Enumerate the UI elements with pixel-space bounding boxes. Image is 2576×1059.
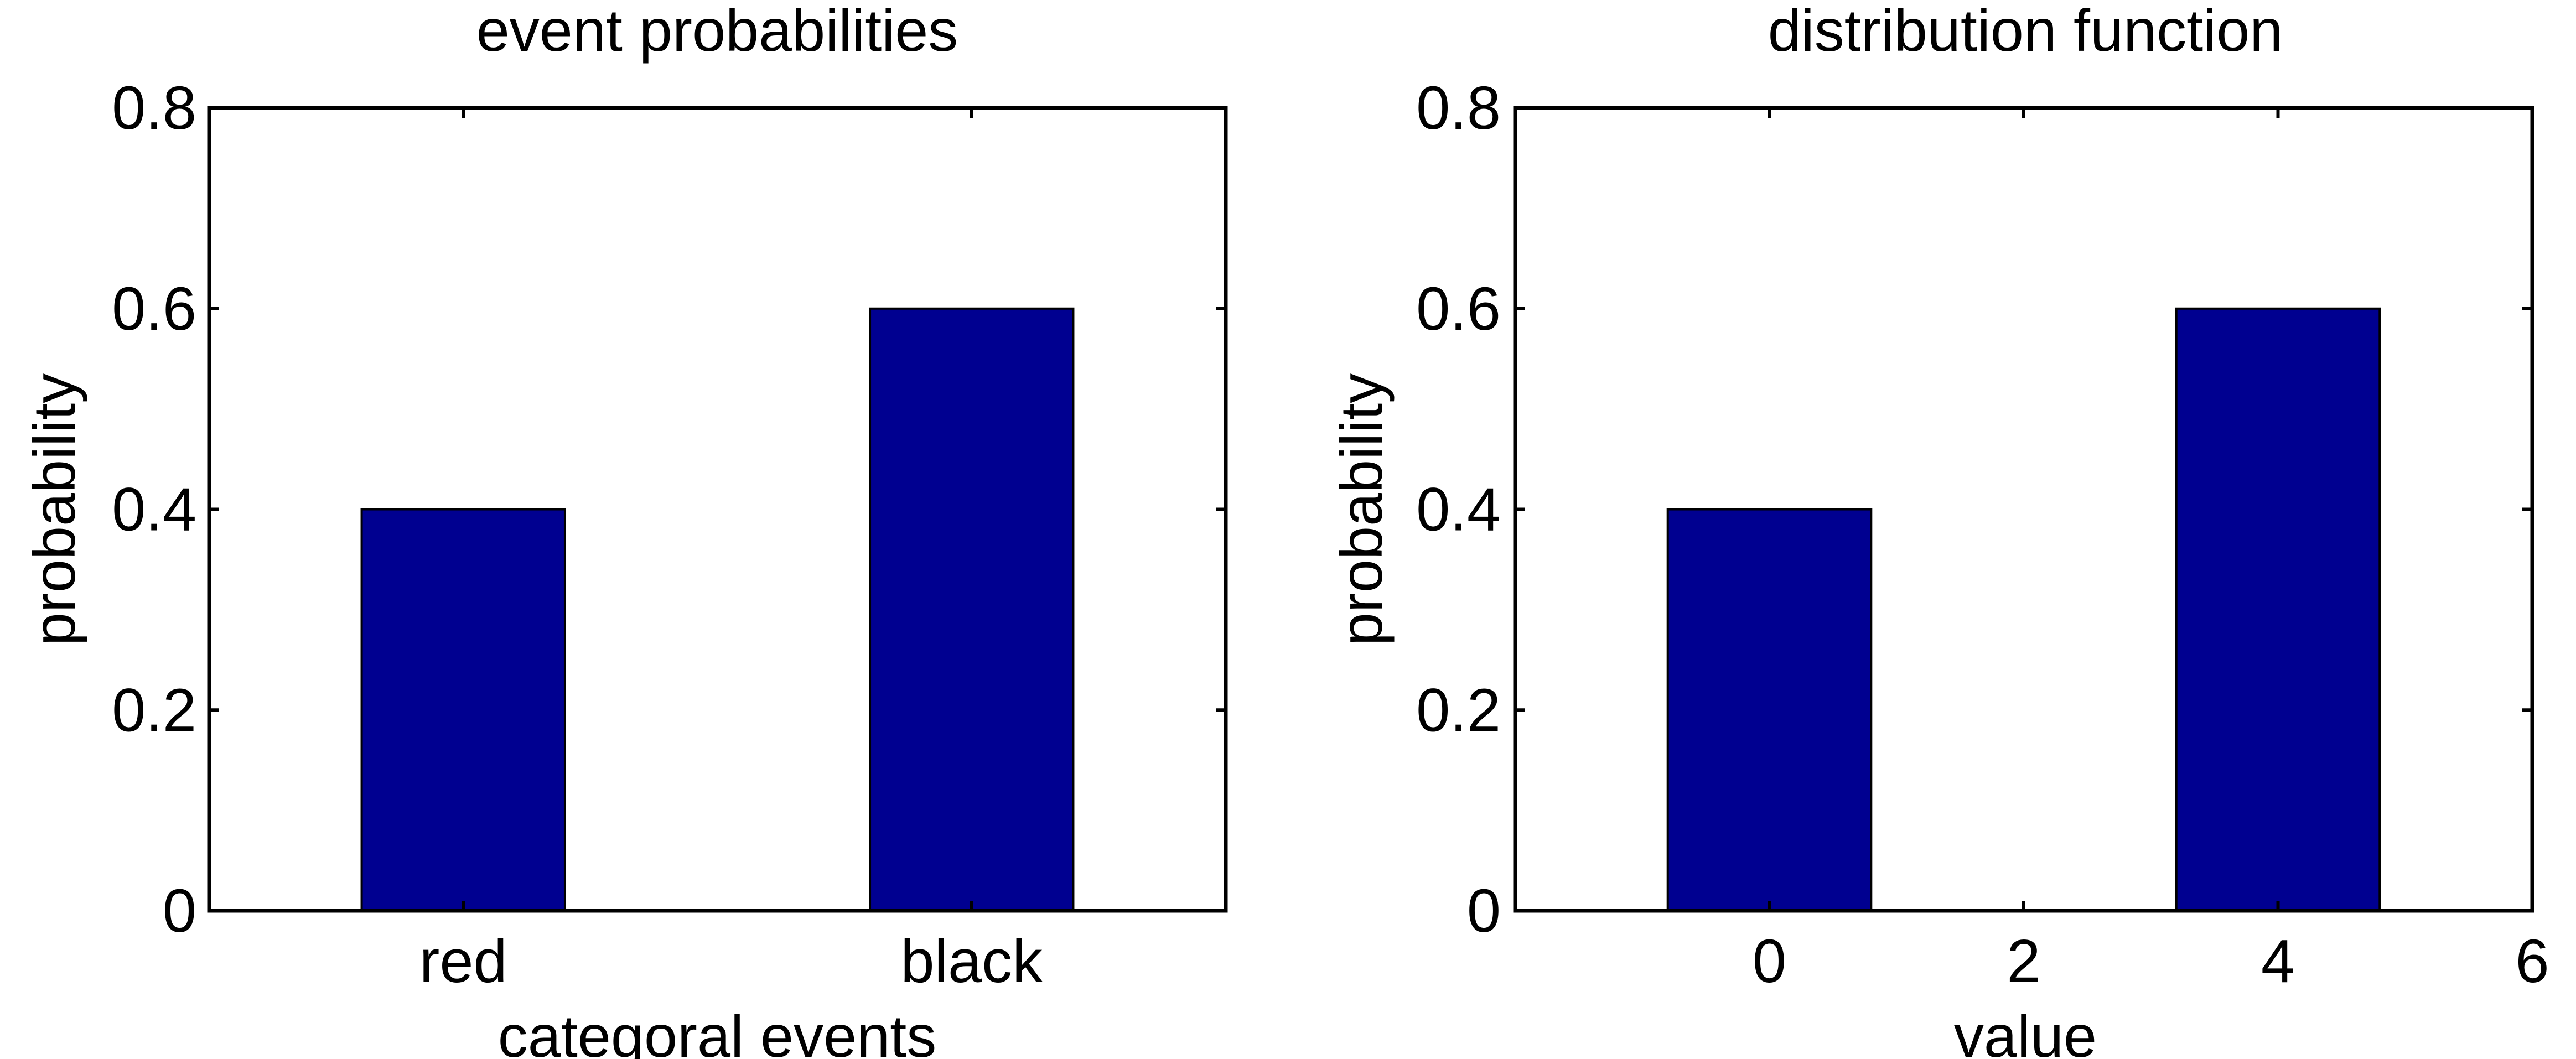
x-tick-label: red (419, 927, 507, 995)
x-tick-label: 0 (1753, 927, 1786, 995)
chart-title: event probabilities (476, 0, 958, 64)
y-tick-label: 0.6 (112, 275, 196, 343)
chart-distribution-function: distribution function value probability … (1328, 0, 2549, 1059)
y-tick-label: 0 (1467, 877, 1501, 945)
y-tick-label: 0.6 (1416, 275, 1501, 343)
y-axis-label: probability (1328, 373, 1395, 646)
bar-black (869, 307, 1075, 912)
axes-frame (207, 106, 1228, 913)
y-tick-label: 0.2 (1416, 676, 1501, 744)
y-tick-label: 0.8 (112, 74, 196, 142)
chart-event-probabilities: event probabilities categoral events pro… (20, 0, 1228, 1059)
x-tick-label: 2 (2007, 927, 2040, 995)
x-tick-label: 6 (2515, 927, 2549, 995)
tick-group: 0 0.2 0.4 0.6 0.8 red black (112, 74, 1226, 995)
bar-red (360, 508, 566, 912)
bar-x-4 (2175, 307, 2381, 912)
y-tick-label: 0.8 (1416, 74, 1501, 142)
y-tick-label: 0.4 (112, 476, 196, 544)
bar-group (1666, 307, 2381, 912)
tick-group: 0 0.2 0.4 0.6 0.8 0 2 4 6 (1416, 74, 2549, 995)
y-axis-label: probability (20, 373, 87, 646)
bar-x-0 (1666, 508, 1873, 912)
x-axis-label: value (1954, 1003, 2097, 1059)
y-tick-label: 0.4 (1416, 476, 1501, 544)
x-axis-label: categoral events (498, 1003, 937, 1059)
chart-title: distribution function (1768, 0, 2283, 64)
axes-frame (1513, 106, 2534, 913)
x-tick-label: black (900, 927, 1043, 995)
y-tick-label: 0 (163, 877, 196, 945)
x-tick-label: 4 (2261, 927, 2295, 995)
bar-group (360, 307, 1075, 912)
y-tick-label: 0.2 (112, 676, 196, 744)
